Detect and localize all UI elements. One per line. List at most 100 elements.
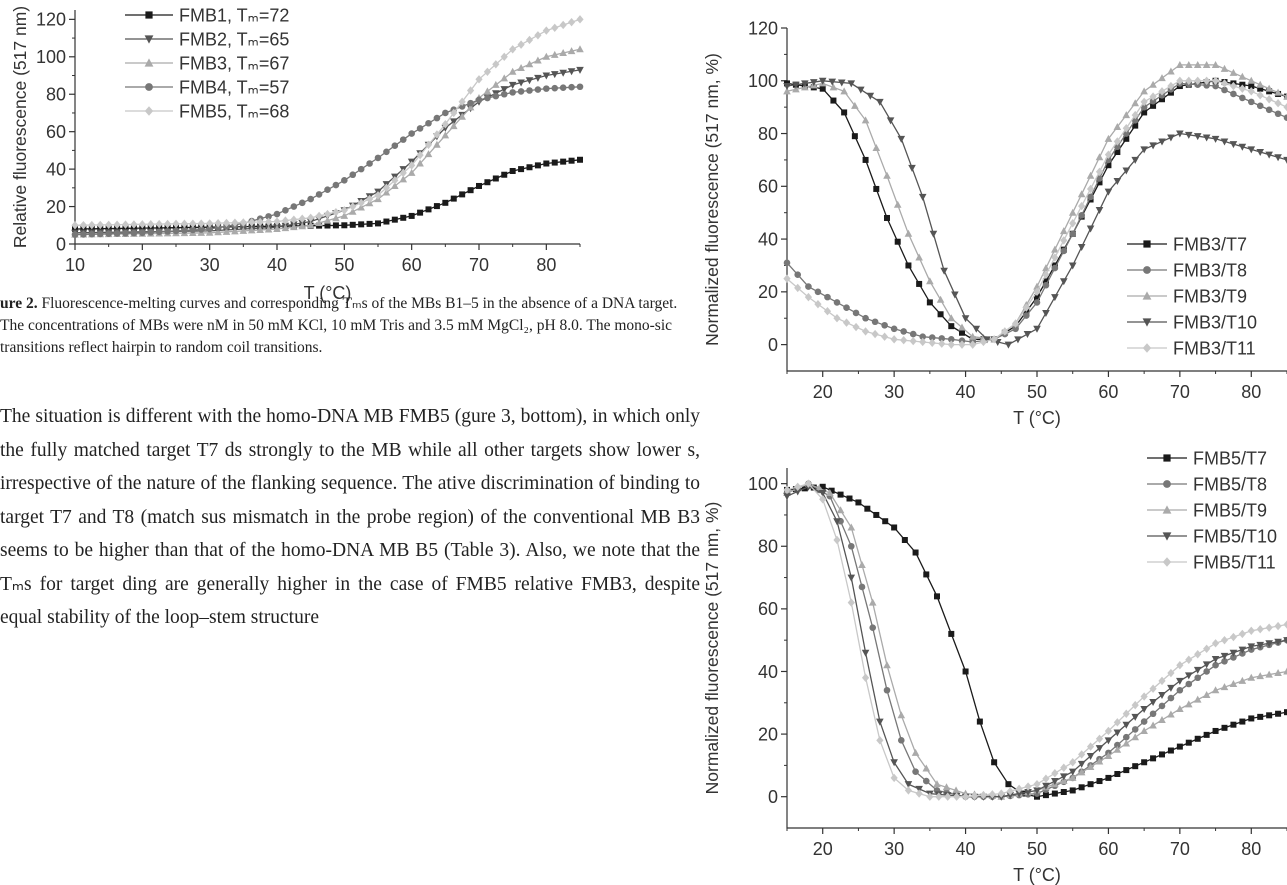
data-point bbox=[567, 47, 576, 55]
data-point bbox=[408, 161, 416, 170]
data-point bbox=[568, 83, 575, 91]
data-point bbox=[239, 226, 248, 234]
data-point bbox=[1051, 769, 1059, 778]
legend-marker bbox=[145, 11, 153, 19]
data-point bbox=[1283, 92, 1287, 100]
data-point bbox=[847, 542, 855, 550]
data-point bbox=[1221, 658, 1228, 665]
data-point bbox=[1051, 790, 1058, 797]
data-point bbox=[1265, 95, 1273, 104]
legend-label: FMB5/T9 bbox=[1193, 500, 1267, 520]
data-point bbox=[147, 229, 155, 236]
data-point bbox=[1122, 739, 1131, 747]
data-point bbox=[837, 79, 846, 87]
data-point bbox=[1042, 782, 1050, 790]
data-point bbox=[1247, 673, 1256, 681]
data-point bbox=[891, 524, 898, 531]
data-point bbox=[1078, 212, 1085, 219]
data-point bbox=[1086, 762, 1095, 770]
data-point bbox=[1283, 620, 1287, 629]
legend-marker bbox=[1142, 343, 1152, 353]
data-point bbox=[1284, 709, 1287, 716]
data-point bbox=[983, 336, 991, 344]
legend-marker bbox=[1143, 240, 1151, 248]
data-point bbox=[492, 92, 500, 100]
data-point bbox=[449, 118, 458, 126]
data-point bbox=[349, 221, 356, 228]
axis-lines bbox=[786, 468, 1287, 829]
data-point bbox=[792, 81, 800, 89]
data-point bbox=[525, 60, 534, 68]
legend-marker bbox=[1162, 532, 1172, 541]
data-point bbox=[298, 222, 307, 230]
data-point bbox=[851, 101, 859, 109]
data-point bbox=[847, 574, 856, 582]
data-point bbox=[163, 219, 172, 229]
data-point bbox=[264, 225, 273, 233]
data-point bbox=[1114, 143, 1121, 151]
data-point bbox=[1096, 175, 1103, 182]
data-point bbox=[962, 668, 969, 675]
data-point bbox=[961, 315, 970, 323]
data-point bbox=[122, 229, 129, 237]
data-point bbox=[1265, 106, 1273, 114]
data-point bbox=[290, 203, 298, 210]
data-point bbox=[1113, 178, 1122, 186]
data-point bbox=[1114, 771, 1121, 777]
data-point bbox=[1221, 86, 1228, 94]
data-point bbox=[315, 191, 323, 198]
data-point bbox=[518, 166, 525, 173]
data-point bbox=[1159, 96, 1165, 103]
data-point bbox=[1265, 84, 1273, 92]
data-point bbox=[542, 26, 550, 35]
data-point bbox=[543, 85, 550, 92]
data-point bbox=[534, 31, 542, 40]
data-point bbox=[1004, 341, 1013, 349]
data-point bbox=[1256, 641, 1265, 649]
data-point bbox=[944, 792, 952, 801]
data-point bbox=[1104, 726, 1113, 736]
data-point bbox=[1167, 81, 1175, 91]
data-point bbox=[534, 74, 542, 82]
data-point bbox=[222, 218, 231, 228]
data-point bbox=[1086, 171, 1095, 179]
data-point bbox=[138, 220, 146, 229]
data-point bbox=[1122, 111, 1131, 119]
data-point bbox=[1022, 312, 1030, 319]
data-point bbox=[1006, 792, 1015, 800]
data-point bbox=[105, 220, 113, 230]
x-tick-label: 60 bbox=[1098, 839, 1118, 859]
data-point bbox=[1042, 264, 1050, 272]
data-point bbox=[130, 229, 138, 237]
legend-marker bbox=[1143, 266, 1151, 274]
data-point bbox=[1202, 134, 1211, 142]
data-point bbox=[861, 649, 870, 657]
data-point bbox=[1238, 629, 1246, 639]
data-point bbox=[912, 768, 919, 775]
data-point bbox=[818, 490, 827, 498]
data-point bbox=[1265, 151, 1273, 159]
data-point bbox=[391, 176, 399, 185]
data-point bbox=[1015, 784, 1023, 794]
data-point bbox=[1078, 750, 1086, 759]
data-point bbox=[466, 86, 475, 95]
data-point bbox=[855, 499, 862, 506]
data-point bbox=[929, 230, 938, 238]
data-point bbox=[1087, 193, 1094, 201]
data-point bbox=[1131, 99, 1140, 107]
data-point bbox=[247, 226, 256, 234]
data-point bbox=[231, 218, 239, 227]
data-point bbox=[1149, 710, 1157, 718]
data-point bbox=[484, 94, 491, 102]
data-point bbox=[526, 164, 533, 171]
data-point bbox=[306, 221, 315, 229]
data-point bbox=[1042, 309, 1050, 317]
data-point bbox=[958, 340, 966, 349]
data-point bbox=[88, 230, 96, 238]
data-point bbox=[1176, 130, 1184, 138]
data-point bbox=[794, 271, 802, 278]
axes: 0 20 40 60 80 100 20 30 40 50 60 70 80 bbox=[748, 468, 1287, 859]
data-point bbox=[1229, 632, 1238, 642]
data-point bbox=[997, 789, 1005, 798]
data-point bbox=[826, 489, 834, 497]
